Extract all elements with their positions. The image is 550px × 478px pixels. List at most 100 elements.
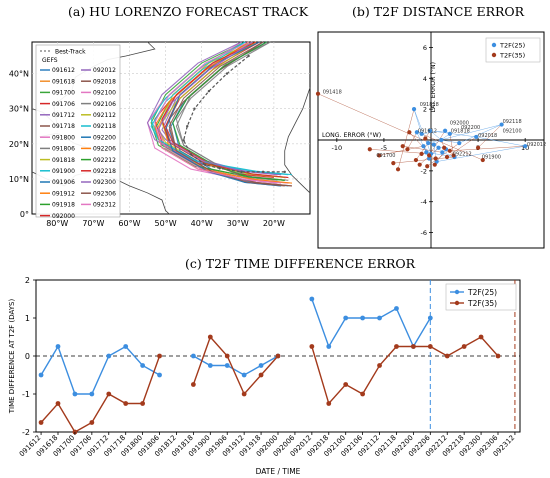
point-label: 092100	[503, 128, 522, 134]
data-point	[377, 363, 382, 368]
lon-tick-label: 30°W	[227, 219, 249, 228]
pair-connector	[407, 132, 418, 150]
error-point	[447, 131, 452, 136]
point-label: 091700	[376, 153, 395, 159]
legend-run-label: 092206	[93, 146, 116, 153]
legend-header-gefs: GEFS	[42, 57, 58, 64]
series-connector	[476, 136, 526, 147]
lat-tick-label: 10°N	[9, 175, 29, 184]
pair-connector	[415, 142, 429, 161]
legend-label: T2F(35)	[499, 52, 525, 60]
data-point	[258, 372, 264, 378]
data-point	[360, 315, 366, 321]
legend-marker	[454, 289, 460, 295]
point-label: 092212	[453, 151, 472, 157]
error-point	[427, 153, 432, 158]
data-point	[343, 382, 349, 387]
error-point	[423, 136, 428, 141]
y-tick-label: 2	[423, 106, 427, 114]
series-line	[40, 355, 161, 433]
error-point	[439, 137, 444, 143]
y-tick-label: 2	[25, 276, 30, 285]
forecast-track	[168, 41, 285, 187]
series-line	[193, 355, 279, 376]
error-point	[395, 167, 401, 172]
data-point	[427, 344, 433, 349]
distance-legend	[485, 37, 541, 63]
best-track-point	[240, 170, 243, 174]
x-axis-title: DATE / TIME	[256, 467, 301, 476]
error-point	[411, 107, 417, 112]
error-point	[436, 145, 441, 150]
data-point	[360, 391, 366, 397]
pair-connector	[397, 109, 415, 170]
legend-run-label: 092106	[93, 101, 116, 108]
point-label: 092000	[450, 121, 469, 127]
legend-marker	[491, 42, 497, 48]
data-point	[72, 391, 78, 397]
error-point	[499, 122, 504, 127]
legend-run-label: 091700	[52, 90, 75, 97]
legend-run-label: 091800	[52, 134, 75, 141]
error-point	[414, 130, 419, 135]
series-connector	[413, 109, 422, 134]
panel-b-title: (b) T2F DISTANCE ERROR	[352, 4, 525, 19]
data-point	[140, 363, 146, 368]
legend-run-label: 092212	[93, 157, 116, 164]
error-point	[405, 147, 410, 152]
error-point	[474, 134, 479, 140]
y-axis-title: TIME DIFFERENCE AT T2F (DAYS)	[8, 299, 16, 415]
series-connector	[429, 130, 442, 141]
data-point	[106, 353, 112, 359]
error-point	[432, 162, 437, 167]
error-point	[475, 145, 481, 150]
legend-marker	[491, 52, 497, 58]
data-point	[157, 372, 162, 378]
error-point	[427, 128, 433, 133]
data-point	[106, 391, 112, 397]
legend-run-label: 091806	[52, 146, 75, 153]
series-line	[40, 344, 160, 395]
legend-run-label: 092300	[93, 179, 116, 186]
error-point	[419, 131, 424, 136]
data-point	[55, 401, 61, 406]
panel-a-title: (a) HU LORENZO FORECAST TRACK	[68, 4, 309, 19]
best-track-point	[207, 89, 211, 93]
error-point	[480, 157, 485, 163]
legend-run-label: 092018	[93, 78, 116, 85]
data-point	[444, 353, 450, 359]
error-point	[442, 145, 447, 150]
error-point	[443, 128, 448, 133]
pair-connector	[379, 145, 424, 156]
point-label: 092012	[527, 142, 546, 148]
y-tick-label: 1	[25, 314, 30, 323]
series-line	[311, 336, 499, 405]
forecast-track	[172, 41, 285, 181]
error-point	[417, 162, 422, 167]
point-label: 092118	[503, 119, 522, 125]
error-point	[424, 150, 429, 155]
data-point	[394, 306, 399, 311]
data-point	[207, 334, 213, 340]
point-label: 091418	[323, 90, 342, 96]
legend-label: T2F(25)	[467, 288, 497, 297]
error-point	[407, 130, 412, 135]
data-point	[224, 363, 230, 368]
legend-run-label: 091912	[52, 190, 75, 197]
point-label: 091818	[451, 128, 470, 134]
error-point	[315, 91, 321, 96]
legend-run-label: 091612	[52, 67, 75, 74]
y-tick-label: -6	[421, 229, 427, 237]
legend-run-label: 092306	[93, 190, 116, 197]
data-point	[309, 296, 315, 302]
legend-run-label: 091918	[52, 202, 75, 209]
data-point	[140, 401, 146, 406]
best-track-point	[204, 163, 207, 167]
legend-label: T2F(35)	[467, 299, 497, 308]
legend-run-label: 092100	[93, 90, 116, 97]
error-point	[413, 157, 419, 163]
data-point	[55, 344, 61, 349]
legend-run-label: 092118	[93, 123, 116, 130]
